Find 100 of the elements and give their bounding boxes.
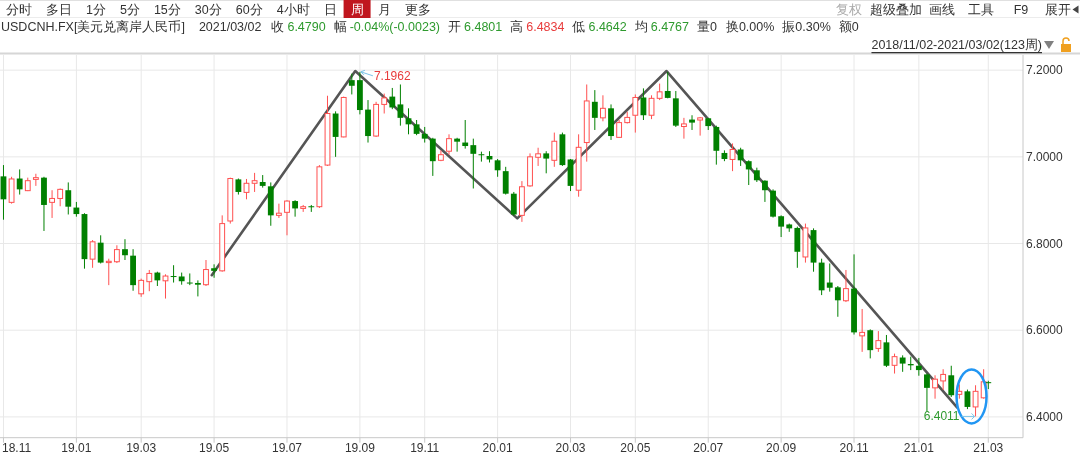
candlestick (940, 368, 947, 391)
x-tick-label: 21.03 (973, 441, 1004, 455)
x-tick-label: 19.03 (126, 441, 157, 455)
text: 量0 (696, 19, 717, 34)
candlestick (105, 258, 112, 286)
text: 超级叠加 (870, 2, 923, 17)
x-tick-label: 19.07 (271, 441, 303, 455)
text: 更多 (404, 2, 431, 17)
candlestick (389, 87, 396, 110)
candlestick (122, 238, 128, 261)
candlestick (729, 142, 736, 172)
candlestick (745, 159, 752, 186)
text: 展开 (1045, 2, 1071, 17)
text: 多日 (46, 2, 72, 17)
text: 月 (377, 2, 391, 17)
candlestick (381, 93, 388, 115)
text: 复权 (835, 2, 862, 17)
text: 5分 (119, 2, 140, 17)
text: 画线 (928, 2, 955, 17)
text: 低 (572, 19, 586, 34)
candlestick (478, 151, 485, 163)
text: 额0 (838, 19, 859, 34)
candlestick (681, 117, 687, 140)
text: 日 (323, 2, 337, 17)
text: 6.4790 (287, 19, 326, 34)
candlestick (972, 384, 979, 417)
candlestick (203, 259, 209, 287)
y-tick-label: 6.6000 (1026, 323, 1064, 338)
candlestick (794, 226, 801, 269)
tab-selected: 周 (343, 0, 371, 18)
text: 15分 (153, 2, 181, 17)
candlestick (737, 147, 744, 167)
candlestick (170, 264, 177, 284)
candlestick (826, 262, 833, 293)
candlestick (535, 147, 542, 167)
candlestick (65, 181, 72, 215)
candlestick (284, 199, 290, 236)
candlestick (194, 279, 201, 297)
y-tick-label: 6.8000 (1026, 236, 1064, 251)
candlestick (275, 203, 282, 219)
text: 1分 (86, 2, 106, 17)
candlestick (429, 137, 436, 177)
candlestick (510, 191, 517, 217)
candlestick (713, 125, 720, 166)
text: 工具 (968, 2, 995, 17)
candlestick (543, 150, 550, 174)
candlestick (97, 234, 104, 264)
x-tick-label: 21.01 (903, 441, 935, 455)
candlestick (778, 214, 785, 238)
candlestick (932, 374, 938, 400)
x-tick-label: 19.11 (410, 441, 440, 455)
candlestick (16, 168, 23, 196)
candlestick (211, 263, 218, 279)
y-tick-label: 6.4000 (1026, 409, 1064, 424)
candlestick (454, 137, 461, 153)
candlestick (89, 239, 96, 269)
candlestick (146, 269, 153, 292)
candlestick (875, 330, 882, 353)
candlestick (762, 179, 768, 203)
candlestick (600, 94, 606, 122)
candlestick (332, 110, 339, 158)
y-tick-label: 7.2000 (1026, 63, 1064, 78)
candlestick (867, 328, 874, 359)
text: 60分 (235, 2, 263, 17)
text: 6.4834 (526, 19, 565, 34)
y-tick-label: 7.0000 (1026, 149, 1064, 164)
x-tick-label: 20.09 (766, 441, 797, 455)
candlestick (591, 89, 598, 131)
text: 换0.00% (725, 19, 775, 34)
candlestick (648, 94, 655, 120)
x-tick-label: 20.03 (555, 441, 586, 455)
text: 6.4801 (464, 19, 503, 34)
candlestick (446, 133, 452, 156)
candlestick (470, 138, 477, 189)
text: 分时 (6, 2, 32, 17)
text: -0.04%(-0.0023) (349, 19, 440, 34)
text: 2021/03/02 (198, 19, 262, 34)
text: 2018/11/02-2021/03/02(123周) (871, 38, 1042, 52)
candlestick (462, 119, 469, 150)
candlestick (49, 189, 55, 219)
x-tick-label: 20.05 (620, 441, 651, 455)
candlestick (243, 178, 250, 200)
candlestick (8, 176, 15, 205)
text: 30分 (194, 2, 222, 17)
candlestick (32, 173, 39, 187)
candlestick (891, 353, 898, 375)
candlestick (859, 308, 866, 353)
text: 幅 (333, 19, 347, 34)
candlestick (689, 114, 695, 131)
candlestick (138, 278, 145, 298)
candlestick (186, 272, 193, 286)
annotation: 6.4011 (923, 409, 960, 424)
chart-title: USDCNH.FX[美元兑离岸人民币] (1, 18, 185, 34)
line-series (210, 69, 959, 409)
candlestick (843, 269, 849, 303)
candlestick (664, 71, 671, 99)
x-tick-label: 18.11 (2, 441, 32, 455)
candlestick (251, 172, 258, 193)
text: 6.4642 (588, 19, 627, 34)
candlestick (397, 83, 404, 127)
